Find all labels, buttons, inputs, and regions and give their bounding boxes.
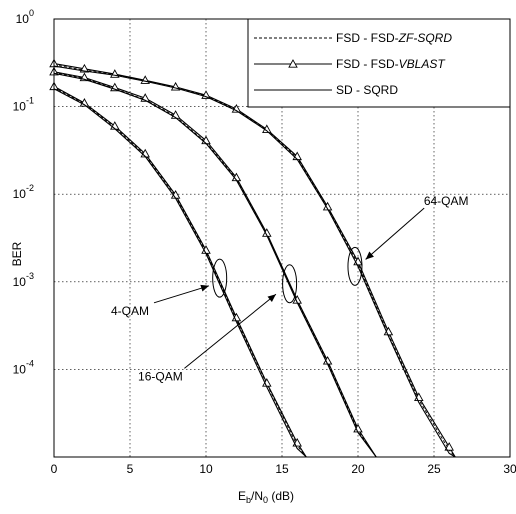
y-tick-base: 10 [13,187,27,201]
legend-label: FSD - FSD-ZF-SQRD [336,31,452,45]
legend-label-plain: SD - SQRD [336,83,398,97]
legend-label-italic: ZF-SQRD [398,31,453,45]
y-tick-exponent: -3 [26,271,34,281]
triangle-marker [79,98,90,107]
x-tick-label: 5 [127,462,134,476]
x-axis-label-main: E [238,489,246,503]
annotation-arrowhead [365,251,374,260]
x-tick-label: 30 [503,462,516,476]
series-line-sd-sqrd [53,88,307,458]
curve-group-16-qam [49,66,377,458]
series-line-fsd-vblast [53,85,307,458]
annotation-arrow [365,207,425,260]
x-axis-label: Eb/N0 (dB) [238,489,294,505]
series-line-sd-sqrd [53,72,377,458]
y-tick-label: 10-4 [13,358,34,376]
x-axis-label-sub2: 0 [263,495,268,505]
x-tick-label: 25 [427,462,441,476]
x-tick-label: 0 [51,462,58,476]
x-tick-label: 10 [199,462,213,476]
annotation-label: 4-QAM [111,304,149,318]
y-tick-base: 10 [13,362,27,376]
x-tick-label: 20 [351,462,365,476]
legend-triangle-marker [288,59,298,68]
annotation-arrowhead [267,294,276,303]
y-tick-base: 10 [16,12,30,26]
y-tick-base: 10 [13,275,27,289]
series-layer [49,58,456,458]
y-tick-label: 10-1 [13,96,34,114]
y-tick-base: 10 [13,100,27,114]
series-line-fsd-vblast [53,71,377,458]
y-tick-label: 100 [16,8,34,26]
curve-group-4-qam [49,81,307,458]
curve-group-64-qam [49,58,456,458]
y-tick-label: 10-2 [13,183,34,201]
triangle-marker [444,442,454,451]
x-axis-label-mid: /N [251,489,263,503]
annotations-layer: 4-QAM 16-QAM 64-QAM [111,194,469,383]
legend-label-italic: VBLAST [399,57,447,71]
legend-label: FSD - FSD-VBLAST [336,57,446,71]
series-line-fsd-zf-sqrd [53,87,307,458]
annotation-label: 64-QAM [424,194,469,208]
annotation-arrow [153,285,210,304]
triangle-marker [201,245,211,254]
annotation-arrow [184,293,277,369]
y-tick-exponent: -1 [26,96,34,106]
y-tick-exponent: 0 [29,8,34,18]
legend-label-plain: FSD - FSD- [336,57,399,71]
x-axis-label-unit: (dB) [268,489,294,503]
annotation-ellipse [212,258,228,298]
annotation-arrowhead [200,284,210,292]
annotation-ellipse [347,246,363,286]
y-tick-label: 10-3 [13,271,34,289]
legend-label-plain: FSD - FSD- [336,31,399,45]
y-tick-exponent: -2 [26,183,34,193]
x-tick-label: 15 [275,462,289,476]
series-line-sd-sqrd [53,65,456,458]
y-tick-exponent: -4 [26,358,34,368]
legend-label: SD - SQRD [336,83,398,97]
y-axis-label: BER [10,241,24,266]
annotation-ellipse [282,264,298,304]
annotation-label: 16-QAM [138,369,183,383]
x-axis-label-sub1: b [246,495,251,505]
triangle-marker [231,104,242,113]
